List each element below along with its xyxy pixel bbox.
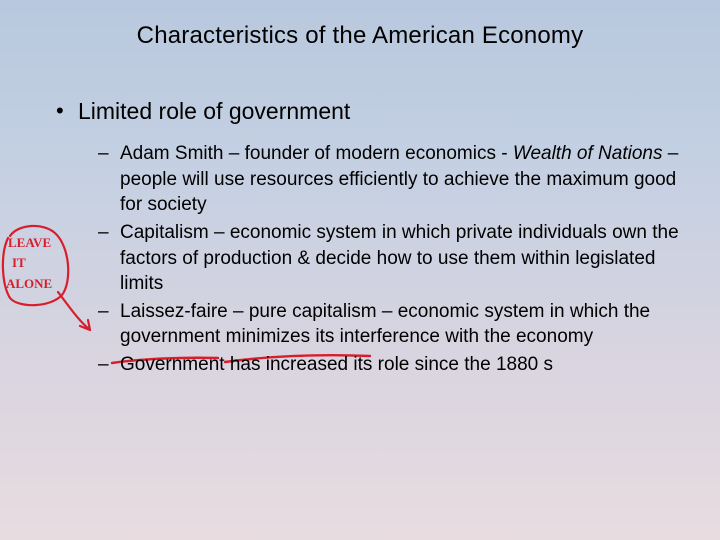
bullet-1-text: Limited role of government	[78, 98, 350, 124]
sub1-part-a: Adam Smith – founder of modern economics…	[120, 143, 513, 164]
slide-title: Characteristics of the American Economy	[40, 22, 680, 50]
bullet-1: Limited role of government Adam Smith – …	[50, 98, 680, 378]
sub-bullet-4: Government has increased its role since …	[98, 352, 680, 378]
sub-bullet-3: Laissez-faire – pure capitalism – econom…	[98, 299, 680, 350]
slide-content: Characteristics of the American Economy …	[0, 0, 720, 416]
bullet-list-lvl2: Adam Smith – founder of modern economics…	[78, 141, 680, 378]
sub-bullet-1: Adam Smith – founder of modern economics…	[98, 141, 680, 218]
sub-bullet-2: Capitalism – economic system in which pr…	[98, 220, 680, 297]
bullet-list-lvl1: Limited role of government Adam Smith – …	[40, 98, 680, 378]
sub1-part-b-italic: Wealth of Nations	[513, 143, 663, 164]
